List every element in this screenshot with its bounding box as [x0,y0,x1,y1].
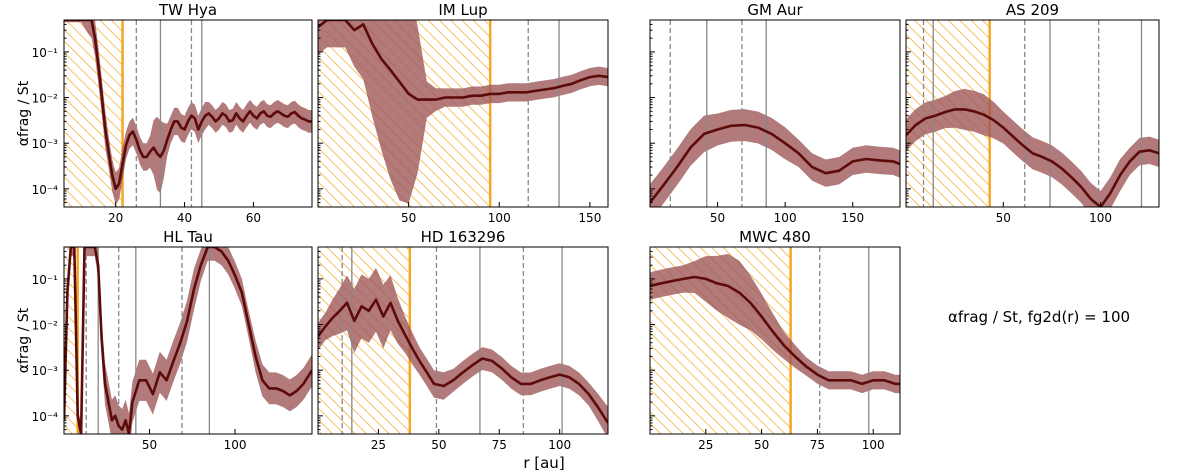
x-tick-label: 25 [371,438,386,452]
panel-5: HL Tau 50 100 10⁻¹ 10⁻² 10⁻³ 10⁻⁴ αfrag / St [16,228,313,452]
axes-frame [63,246,313,435]
plot-area [318,20,608,207]
median-line [906,108,1159,207]
x-tick-label: 50 [996,211,1011,225]
x-tick-label: 100 [224,438,247,452]
panel-title: MWC 480 [739,228,811,246]
uncertainty-band [64,20,312,205]
x-tick-label: 50 [431,438,446,452]
axes-frame [905,19,1160,208]
panel-title: AS 209 [1006,1,1059,19]
panel-3: GM Aur 50 100 150 [649,1,901,225]
uncertainty-band [318,20,608,204]
x-tick-label: 100 [1089,211,1112,225]
x-tick-label: 75 [492,438,507,452]
axes-frame [649,19,901,208]
panel-4: AS 209 50 100 [905,1,1160,225]
uncertainty-band [650,109,900,207]
median-line [650,275,900,386]
x-tick-label: 75 [810,438,825,452]
y-tick-label: 10⁻⁴ [32,183,59,197]
y-tick-label: 10⁻² [32,92,59,106]
x-tick-label: 40 [177,211,192,225]
x-tick-label: 100 [774,211,797,225]
axes-frame [317,19,609,208]
y-tick-label: 10⁻³ [32,137,59,151]
median-line [64,20,312,191]
legend-text: αfrag / St, fg2d(r) = 100 [948,308,1130,326]
x-tick-label: 100 [488,211,511,225]
uncertainty-band [650,254,900,394]
plot-area [318,247,608,434]
x-axis-label: r [au] [523,454,564,472]
panel-title: HL Tau [163,228,213,246]
y-axis-label: αfrag / St [16,80,32,146]
median-line [64,247,312,434]
x-tick-label: 50 [710,211,725,225]
axes-frame [63,19,313,208]
median-line [318,20,608,101]
x-tick-label: 20 [108,211,123,225]
panels: TW Hya 20 40 60 10⁻¹ 10⁻² 10⁻³ 10⁻⁴ αfrag / St IM… [16,1,1160,452]
plot-area [650,20,900,207]
x-tick-label: 25 [698,438,713,452]
y-tick-label: 10⁻³ [32,364,59,378]
panel-1: TW Hya 20 40 60 10⁻¹ 10⁻² 10⁻³ 10⁻⁴ αfrag / St [16,1,313,225]
panel-title: HD 163296 [421,228,506,246]
panel-title: IM Lup [438,1,487,19]
plot-area [650,247,900,434]
y-axis-label: αfrag / St [16,307,32,373]
x-tick-label: 50 [142,438,157,452]
plot-area [64,20,312,207]
uncertainty-band [318,267,608,434]
median-line [650,123,900,204]
y-tick-label: 10⁻⁴ [32,410,59,424]
x-tick-label: 60 [246,211,261,225]
x-tick-label: 150 [841,211,864,225]
y-tick-label: 10⁻² [32,319,59,333]
panel-6: HD 163296 25 50 75 100 [317,228,609,452]
median-line [318,298,608,424]
x-tick-label: 150 [578,211,601,225]
plot-area [64,247,312,434]
y-tick-label: 10⁻¹ [32,273,59,287]
plot-area [906,20,1159,207]
x-tick-label: 50 [754,438,769,452]
axes-frame [649,246,901,435]
panel-title: GM Aur [747,1,803,19]
uncertainty-band [906,88,1159,207]
y-tick-label: 10⁻¹ [32,46,59,60]
axes-frame [317,246,609,435]
panel-title: TW Hya [158,1,217,19]
x-tick-label: 100 [862,438,885,452]
x-tick-label: 50 [401,211,416,225]
x-tick-label: 100 [548,438,571,452]
panel-2: IM Lup 50 100 150 [317,1,609,225]
panel-7: MWC 480 25 50 75 100 [649,228,901,452]
